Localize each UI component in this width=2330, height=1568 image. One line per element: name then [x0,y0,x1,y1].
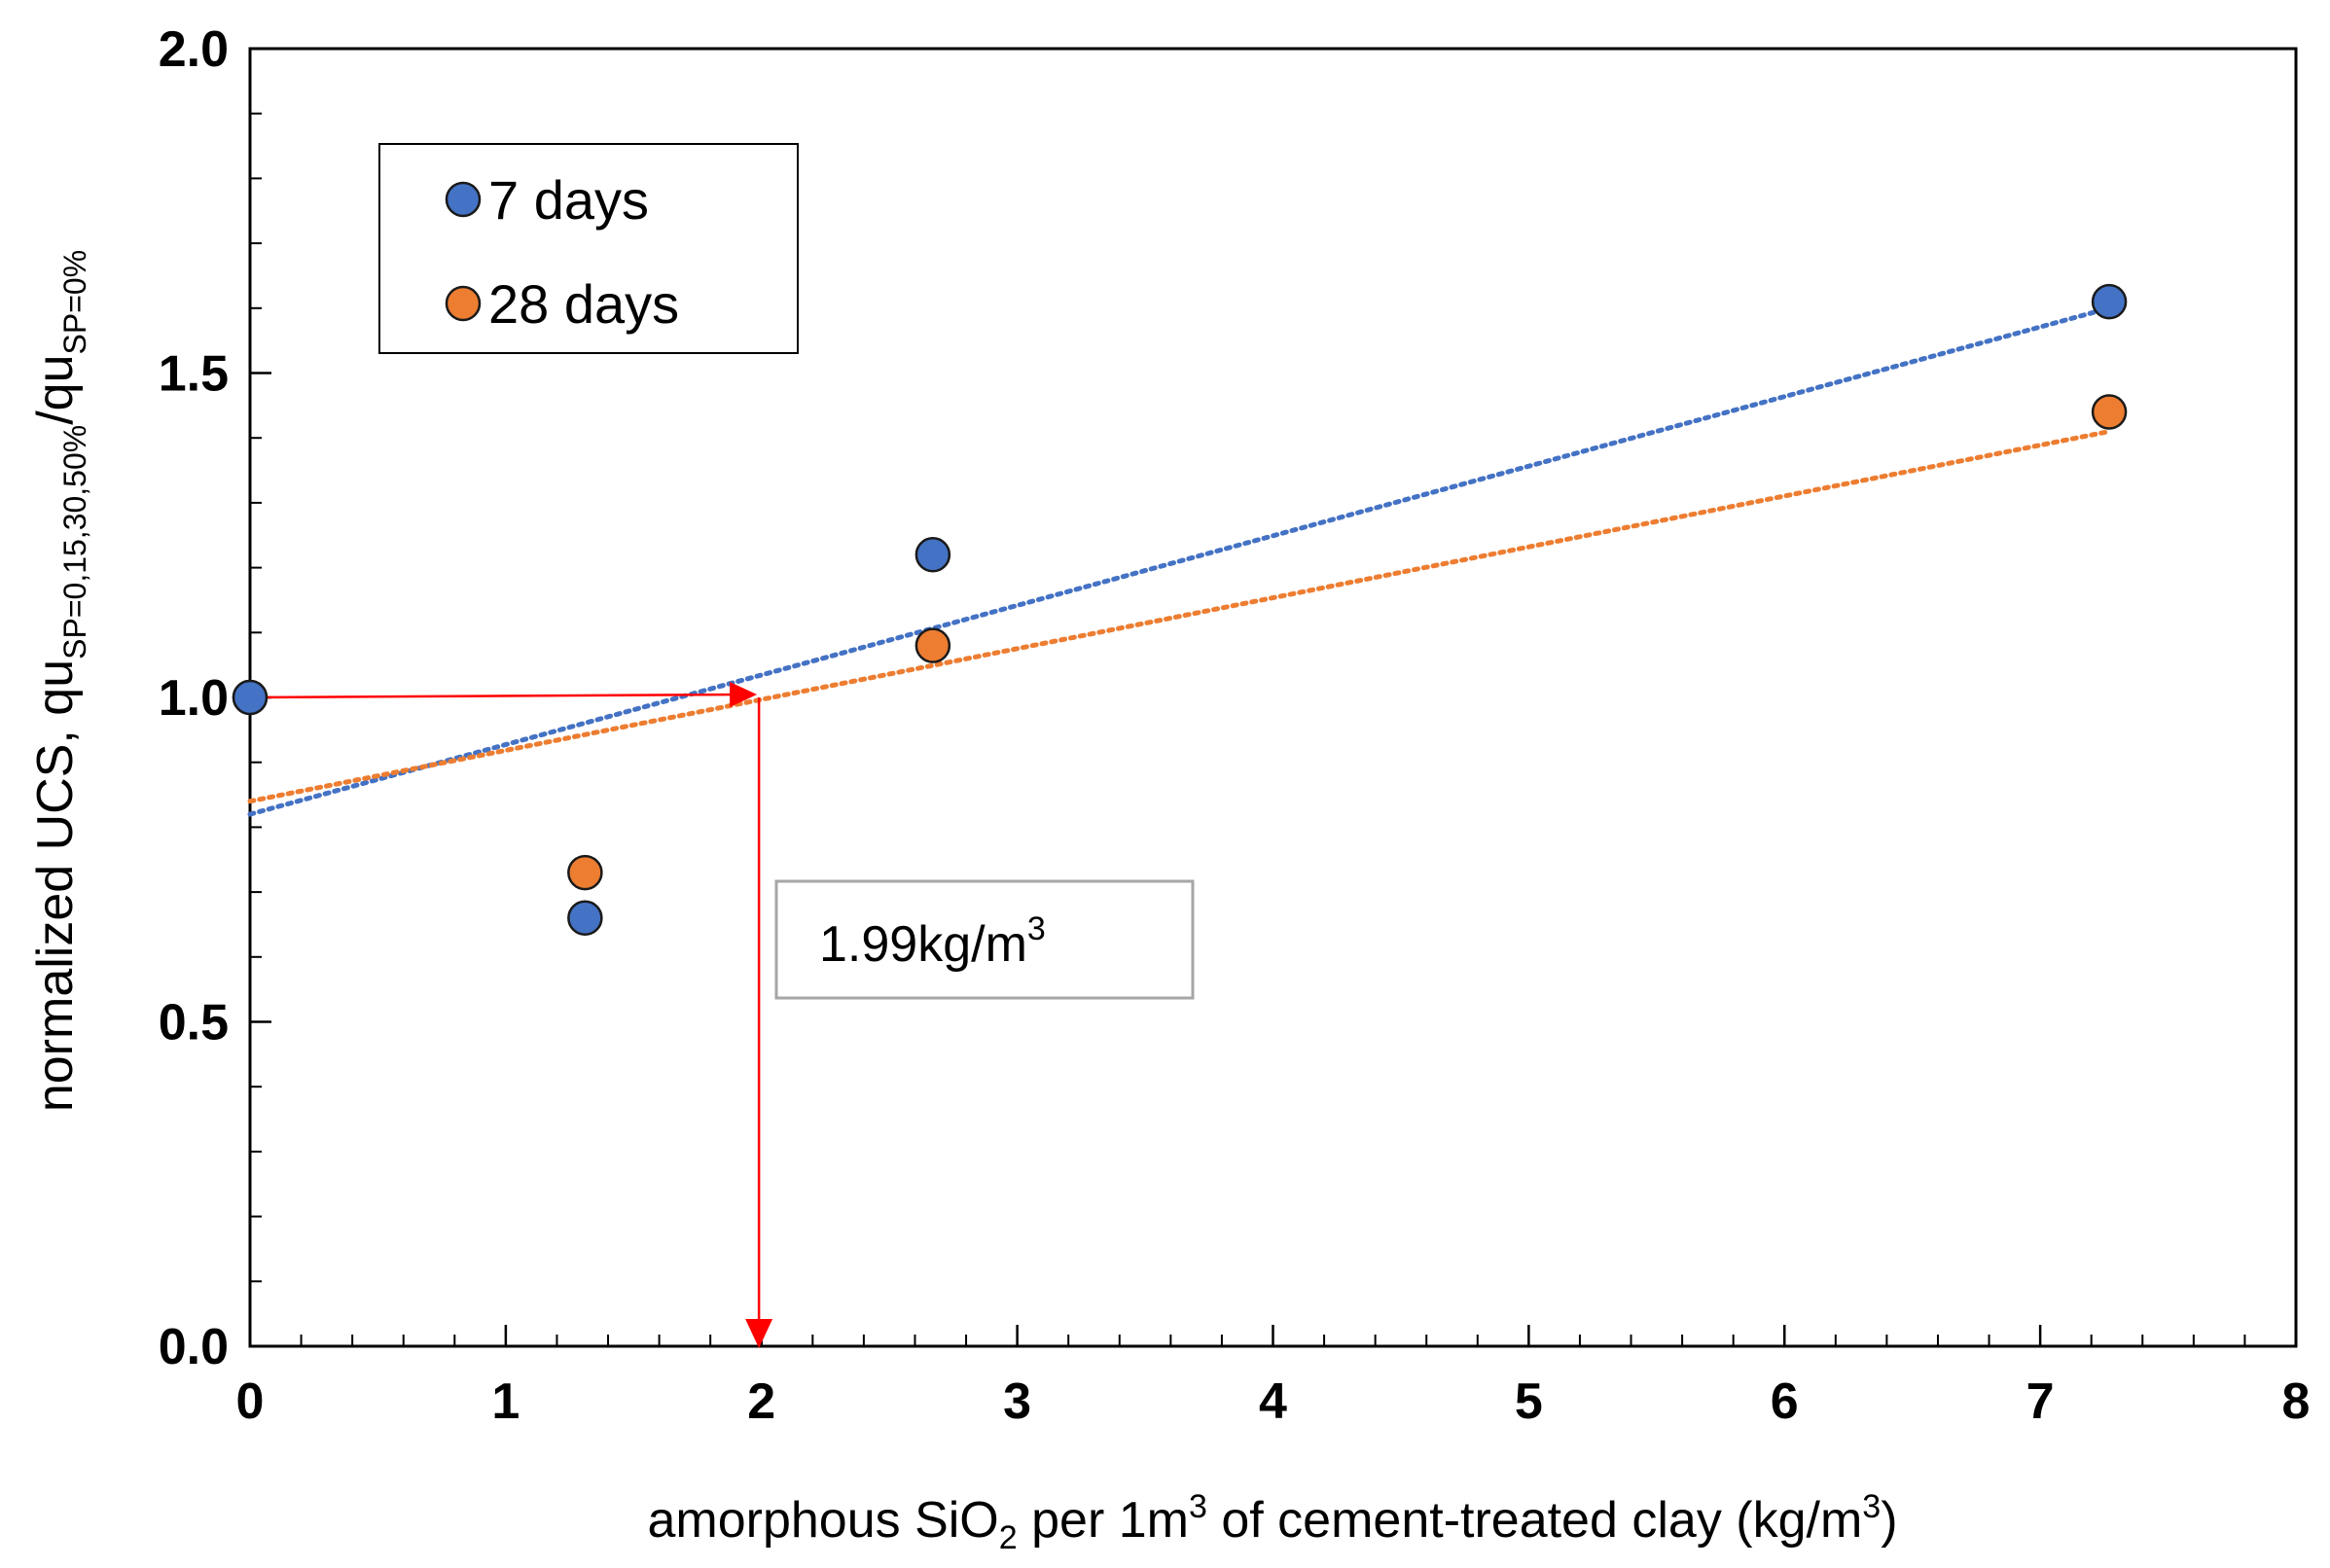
horizontal-arrow-head [730,682,758,707]
x-tick-label: 6 [1771,1373,1799,1430]
annotation-label: 1.99kg/m3 [819,910,1046,973]
data-point [914,537,951,573]
legend: 7 days 28 days [378,143,799,354]
x-tick-label: 1 [491,1373,520,1430]
trendline [247,305,2112,817]
data-point [567,854,603,891]
x-axis-title: amorphous SiO2 per 1m3 of cement-treated… [647,1488,1897,1556]
y-tick-label: 1.0 [159,670,229,727]
y-tick-label: 2.0 [159,21,229,78]
legend-marker-28-days [445,285,482,322]
x-tick-label: 4 [1259,1373,1287,1430]
horizontal-arrow-line [249,693,750,699]
y-tick-label: 0.0 [159,1319,229,1375]
data-point [2091,283,2128,320]
annotation [249,682,773,1348]
legend-label-28-days: 28 days [488,273,679,335]
legend-marker-7-days [445,181,482,218]
annotation-callout: 1.99kg/m3 [774,879,1195,1000]
trendline [247,429,2112,804]
trendlines [247,305,2112,817]
x-tick-label: 2 [747,1373,775,1430]
y-tick-label: 1.5 [159,346,229,403]
data-point [567,900,603,937]
y-axis-title: normalized UCS, quSP=0,15,30,50%/quSP=0% [27,250,92,1112]
data-point [914,627,951,663]
data-point [232,679,269,716]
x-tick-label: 7 [2026,1373,2055,1430]
x-tick-label: 3 [1003,1373,1031,1430]
data-points [232,283,2128,937]
annotation-box [774,879,1195,1000]
plot-area: 0 1 2 3 4 5 6 7 8 0.0 0.5 1.0 1.5 2.0 [159,21,2311,1430]
vertical-arrow-head [745,1319,773,1348]
x-tick-label: 8 [2282,1373,2311,1430]
data-point [2091,394,2128,430]
legend-box [378,143,799,354]
x-tick-label: 0 [236,1373,265,1430]
x-tick-label: 5 [1515,1373,1543,1430]
y-tick-label: 0.5 [159,995,229,1051]
legend-label-7-days: 7 days [488,169,649,231]
